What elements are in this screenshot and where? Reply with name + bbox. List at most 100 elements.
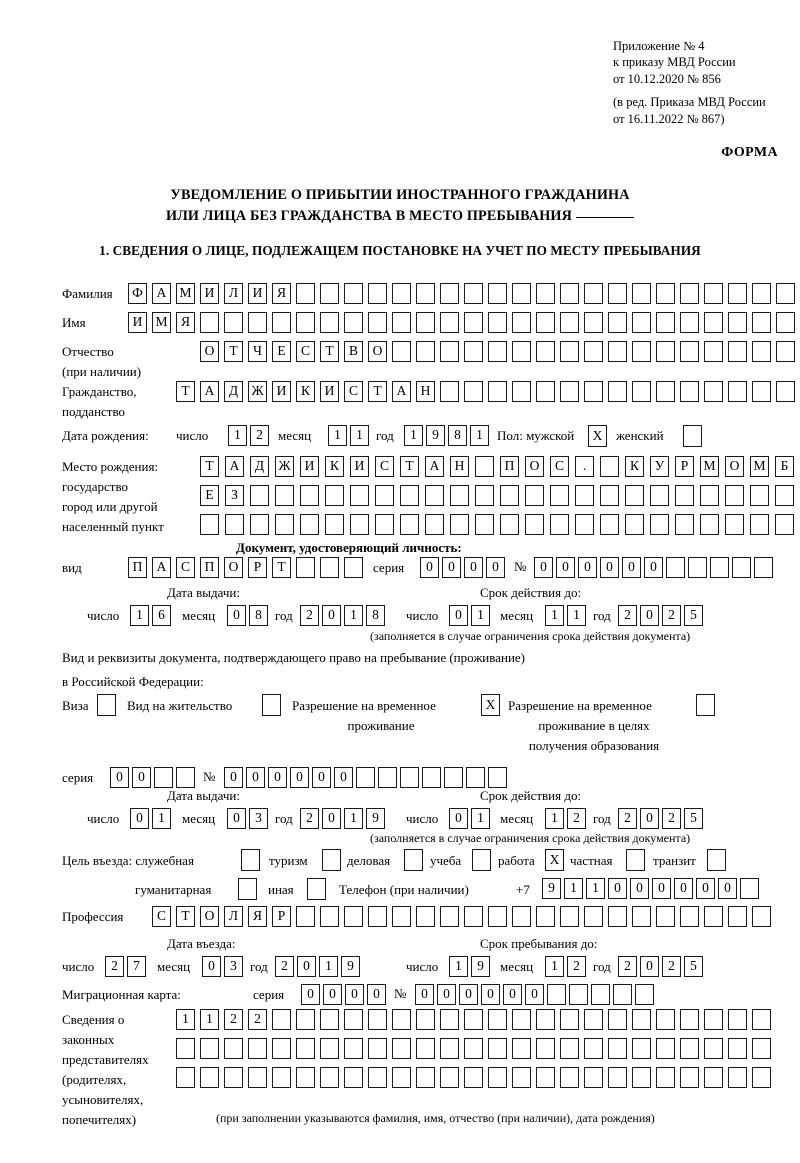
- form-cell[interactable]: [440, 381, 459, 402]
- form-cell[interactable]: [440, 283, 459, 304]
- form-cell[interactable]: 9: [542, 878, 561, 899]
- form-cell[interactable]: 1: [152, 808, 171, 829]
- form-cell[interactable]: 9: [471, 956, 490, 977]
- form-cell[interactable]: [464, 1009, 483, 1030]
- form-cell[interactable]: [700, 485, 719, 506]
- form-cell[interactable]: 0: [322, 808, 341, 829]
- form-cell[interactable]: 1: [471, 605, 490, 626]
- form-cell[interactable]: 0: [312, 767, 331, 788]
- form-cell[interactable]: [500, 485, 519, 506]
- form-cell[interactable]: Н: [450, 456, 469, 477]
- form-cell[interactable]: 2: [300, 605, 319, 626]
- form-cell[interactable]: [600, 514, 619, 535]
- form-cell[interactable]: [464, 1038, 483, 1059]
- form-cell[interactable]: [444, 767, 463, 788]
- form-cell[interactable]: 0: [674, 878, 693, 899]
- form-cell[interactable]: Т: [368, 381, 387, 402]
- form-cell[interactable]: [625, 485, 644, 506]
- form-cell[interactable]: [632, 1038, 651, 1059]
- form-cell[interactable]: 0: [420, 557, 439, 578]
- form-cell[interactable]: [560, 312, 579, 333]
- form-cell[interactable]: [536, 312, 555, 333]
- form-cell[interactable]: [608, 381, 627, 402]
- form-cell[interactable]: [272, 312, 291, 333]
- form-cell[interactable]: О: [368, 341, 387, 362]
- form-cell[interactable]: [680, 1038, 699, 1059]
- form-cell[interactable]: С: [152, 906, 171, 927]
- form-cell[interactable]: [296, 1009, 315, 1030]
- checkbox-purpose-tourism[interactable]: [322, 849, 341, 871]
- form-cell[interactable]: [296, 557, 315, 578]
- form-cell[interactable]: 0: [640, 956, 659, 977]
- form-cell[interactable]: [728, 1067, 747, 1088]
- form-cell[interactable]: К: [625, 456, 644, 477]
- form-cell[interactable]: 2: [567, 956, 586, 977]
- form-cell[interactable]: 0: [503, 984, 522, 1005]
- form-cell[interactable]: Ж: [275, 456, 294, 477]
- form-cell[interactable]: 0: [696, 878, 715, 899]
- form-cell[interactable]: [536, 341, 555, 362]
- form-cell[interactable]: [525, 514, 544, 535]
- form-cell[interactable]: 1: [567, 605, 586, 626]
- form-cell[interactable]: [632, 312, 651, 333]
- form-cell[interactable]: И: [320, 381, 339, 402]
- form-cell[interactable]: У: [650, 456, 669, 477]
- form-cell[interactable]: [536, 1009, 555, 1030]
- checkbox-sex-male[interactable]: X: [588, 425, 607, 447]
- form-cell[interactable]: М: [750, 456, 769, 477]
- form-cell[interactable]: [475, 485, 494, 506]
- form-cell[interactable]: [752, 1067, 771, 1088]
- form-cell[interactable]: И: [200, 283, 219, 304]
- form-cell[interactable]: [591, 984, 610, 1005]
- form-cell[interactable]: [584, 906, 603, 927]
- form-cell[interactable]: [344, 1038, 363, 1059]
- form-cell[interactable]: [464, 906, 483, 927]
- field-legal-rep-row-3[interactable]: [176, 1067, 771, 1088]
- form-cell[interactable]: [344, 1009, 363, 1030]
- form-cell[interactable]: [752, 1038, 771, 1059]
- form-cell[interactable]: 0: [622, 557, 641, 578]
- form-cell[interactable]: [536, 1038, 555, 1059]
- form-cell[interactable]: [704, 1067, 723, 1088]
- form-cell[interactable]: 6: [152, 605, 171, 626]
- form-cell[interactable]: 2: [300, 808, 319, 829]
- form-cell[interactable]: [650, 514, 669, 535]
- form-cell[interactable]: [560, 341, 579, 362]
- form-cell[interactable]: [488, 767, 507, 788]
- form-cell[interactable]: 0: [132, 767, 151, 788]
- form-cell[interactable]: [740, 878, 759, 899]
- checkbox-sex-female[interactable]: [683, 425, 702, 447]
- form-cell[interactable]: 3: [249, 808, 268, 829]
- form-cell[interactable]: 0: [415, 984, 434, 1005]
- checkbox-temp-residence-edu[interactable]: [696, 694, 715, 716]
- form-cell[interactable]: 1: [319, 956, 338, 977]
- form-cell[interactable]: [776, 341, 795, 362]
- form-cell[interactable]: 1: [471, 808, 490, 829]
- form-cell[interactable]: П: [128, 557, 147, 578]
- form-cell[interactable]: [704, 341, 723, 362]
- form-cell[interactable]: [776, 283, 795, 304]
- form-cell[interactable]: [464, 283, 483, 304]
- form-cell[interactable]: [392, 1009, 411, 1030]
- form-cell[interactable]: [464, 341, 483, 362]
- form-cell[interactable]: [752, 1009, 771, 1030]
- field-legal-rep-row-2[interactable]: [176, 1038, 771, 1059]
- form-cell[interactable]: [392, 906, 411, 927]
- form-cell[interactable]: О: [525, 456, 544, 477]
- form-cell[interactable]: [704, 1009, 723, 1030]
- form-cell[interactable]: [320, 557, 339, 578]
- form-cell[interactable]: [512, 906, 531, 927]
- form-cell[interactable]: [547, 984, 566, 1005]
- form-cell[interactable]: [488, 283, 507, 304]
- form-cell[interactable]: [632, 283, 651, 304]
- form-cell[interactable]: [248, 1067, 267, 1088]
